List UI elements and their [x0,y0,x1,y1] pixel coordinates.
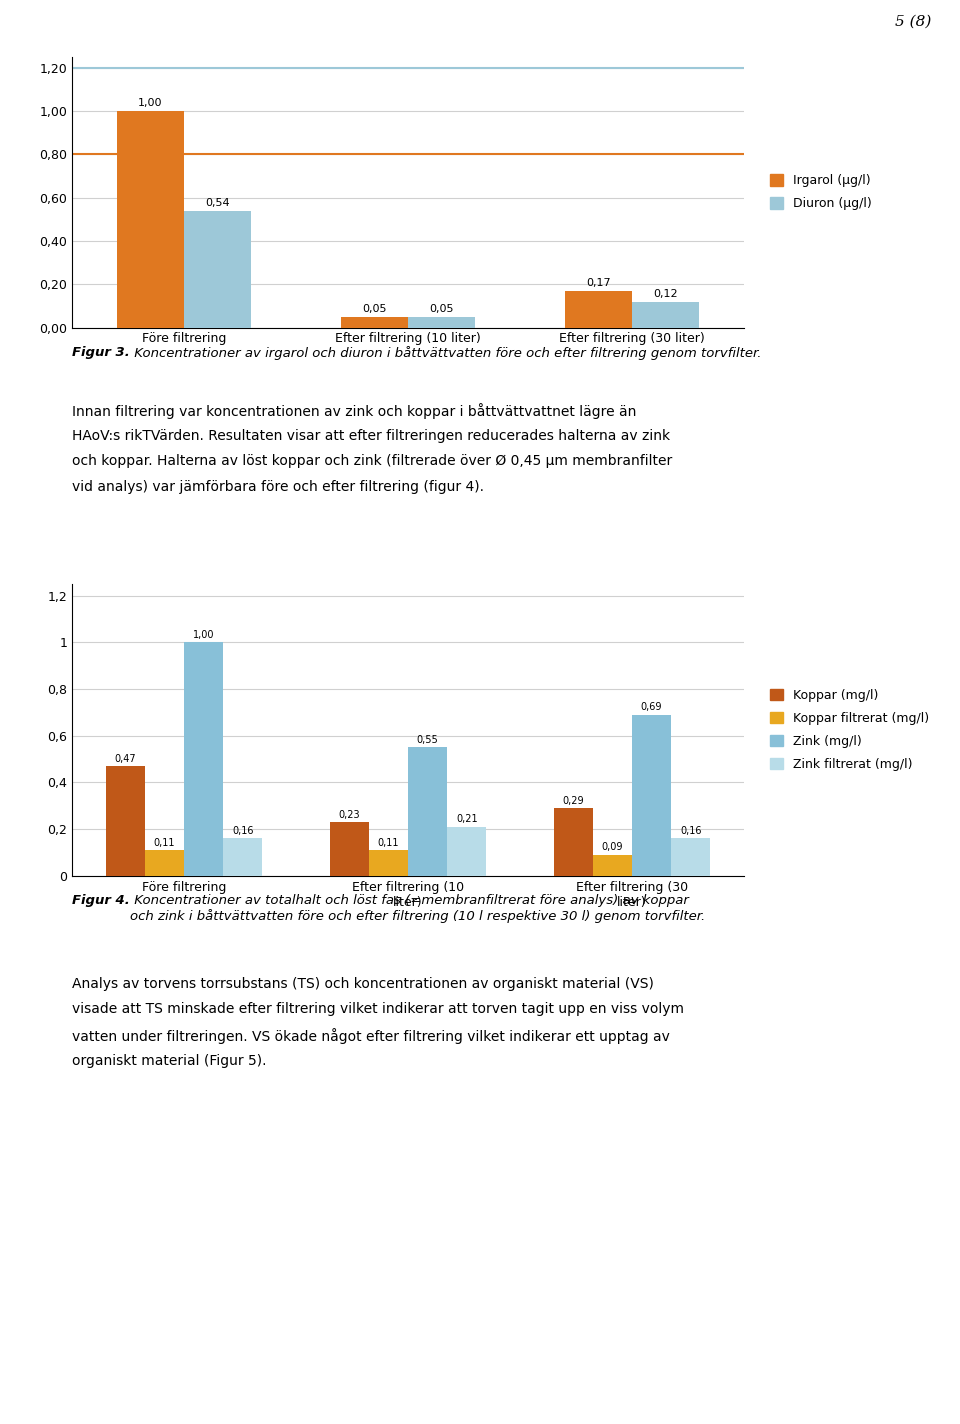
Bar [592,854,632,876]
Bar [369,850,408,876]
Text: 0,17: 0,17 [587,278,611,288]
Bar [329,822,369,876]
Text: vid analys) var jämförbara före och efter filtrering (figur 4).: vid analys) var jämförbara före och efte… [72,480,484,494]
Text: 0,55: 0,55 [417,735,439,745]
Text: 0,21: 0,21 [456,815,478,824]
Text: Figur 4.: Figur 4. [72,894,130,907]
Text: 0,11: 0,11 [377,837,399,847]
Bar [632,302,699,328]
Text: Innan filtrering var koncentrationen av zink och koppar i båttvättvattnet lägre : Innan filtrering var koncentrationen av … [72,403,636,419]
Text: 0,11: 0,11 [154,837,175,847]
Text: 0,09: 0,09 [602,843,623,853]
Bar [408,748,447,876]
Bar [106,766,145,876]
Legend: Koppar (mg/l), Koppar filtrerat (mg/l), Zink (mg/l), Zink filtrerat (mg/l): Koppar (mg/l), Koppar filtrerat (mg/l), … [771,689,929,770]
Bar [341,316,408,328]
Text: 0,69: 0,69 [641,702,662,712]
Text: 0,23: 0,23 [338,810,360,820]
Text: HAoV:s rikTVärden. Resultaten visar att efter filtreringen reducerades halterna : HAoV:s rikTVärden. Resultaten visar att … [72,429,670,443]
Bar [184,211,252,328]
Text: Koncentrationer av totalhalt och löst fas (=membranfiltrerat före analys) av kop: Koncentrationer av totalhalt och löst fa… [130,894,705,923]
Bar [564,290,632,328]
Text: Analys av torvens torrsubstans (TS) och koncentrationen av organiskt material (V: Analys av torvens torrsubstans (TS) och … [72,977,654,991]
Text: 0,12: 0,12 [654,289,678,299]
Text: 0,54: 0,54 [205,198,229,208]
Legend: Irgarol (µg/l), Diuron (µg/l): Irgarol (µg/l), Diuron (µg/l) [771,174,872,211]
Bar [632,715,671,876]
Text: organiskt material (Figur 5).: organiskt material (Figur 5). [72,1054,267,1068]
Text: och koppar. Halterna av löst koppar och zink (filtrerade över Ø 0,45 µm membranf: och koppar. Halterna av löst koppar och … [72,454,672,468]
Text: Koncentrationer av irgarol och diuron i båttvättvatten före och efter filtrering: Koncentrationer av irgarol och diuron i … [130,346,761,360]
Bar [145,850,184,876]
Text: 0,16: 0,16 [232,826,253,836]
Text: 0,05: 0,05 [362,305,387,315]
Text: 1,00: 1,00 [138,98,162,108]
Text: 1,00: 1,00 [193,629,214,639]
Text: 5 (8): 5 (8) [895,14,931,28]
Bar [408,316,475,328]
Bar [447,827,487,876]
Bar [184,642,223,876]
Bar [117,111,184,328]
Bar [671,839,710,876]
Bar [223,839,262,876]
Text: Figur 3.: Figur 3. [72,346,130,359]
Bar [554,807,592,876]
Text: visade att TS minskade efter filtrering vilket indikerar att torven tagit upp en: visade att TS minskade efter filtrering … [72,1002,684,1017]
Text: 0,47: 0,47 [114,753,136,763]
Text: 0,05: 0,05 [429,305,454,315]
Text: 0,29: 0,29 [563,796,584,806]
Text: 0,16: 0,16 [680,826,702,836]
Text: vatten under filtreringen. VS ökade något efter filtrering vilket indikerar ett : vatten under filtreringen. VS ökade någo… [72,1028,670,1044]
